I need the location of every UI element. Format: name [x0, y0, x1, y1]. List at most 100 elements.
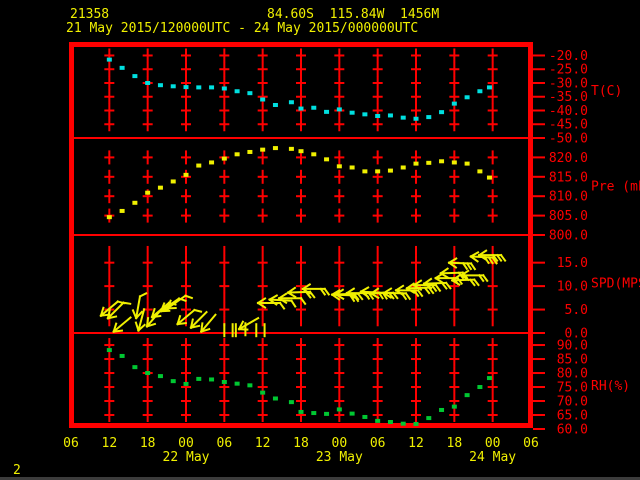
y-tick-label: 810.0: [549, 190, 588, 205]
temperature-point: [119, 65, 125, 70]
pressure-point: [234, 152, 240, 157]
y-tick-label: 70.0: [557, 395, 588, 410]
humidity-point: [311, 411, 317, 416]
pressure-axis-label: Pre (mb): [591, 180, 640, 195]
pressure-point: [336, 164, 342, 169]
wind-arrow: [176, 308, 203, 326]
pressure-point: [209, 160, 215, 165]
wind-arrow: [112, 316, 132, 334]
temperature-point: [426, 115, 432, 120]
pressure-point: [288, 146, 294, 151]
temperature-point: [413, 116, 419, 121]
wind-arrow: [106, 301, 132, 320]
hour-label: 12: [255, 436, 271, 451]
temperature-point: [439, 110, 445, 115]
humidity-point: [477, 385, 483, 390]
temperature-point: [196, 85, 202, 90]
x-axis: 06 12 18 00 06 12 18 00 06 12 18 00 06 22 May 23 May 24…: [63, 436, 539, 465]
wind-arrow-series: [99, 249, 507, 338]
humidity-point: [145, 371, 151, 376]
humidity-point: [234, 381, 240, 386]
y-tick-label: -45.0: [549, 118, 588, 133]
temperature-point: [209, 85, 215, 90]
pressure-point: [106, 215, 112, 220]
pressure-point: [362, 169, 368, 174]
humidity-point: [221, 379, 227, 384]
humidity-point: [132, 365, 138, 370]
hour-label: 06: [217, 436, 233, 451]
station-location: 84.60S 115.84W 1456M: [267, 7, 440, 22]
temperature-point: [375, 113, 381, 118]
wind-arrow: [477, 249, 507, 263]
pressure-point: [324, 157, 330, 162]
humidity-axis-label: RH(%): [591, 379, 630, 394]
hour-label: 06: [370, 436, 386, 451]
wind-arrow: [189, 310, 208, 330]
wind-arrow: [459, 269, 489, 283]
humidity-point: [260, 390, 266, 395]
temperature-point: [145, 80, 151, 85]
pressure-point: [451, 160, 457, 165]
pressure-point: [464, 161, 470, 166]
humidity-point: [375, 418, 381, 423]
humidity-point: [324, 411, 330, 416]
humidity-point: [336, 407, 342, 412]
humidity-point: [106, 348, 112, 353]
temperature-point: [170, 84, 176, 89]
hour-label: 00: [332, 436, 348, 451]
wind-arrow: [301, 283, 331, 296]
temperature-point: [288, 100, 294, 105]
y-tick-label: 815.0: [549, 170, 588, 185]
temperature-point: [272, 102, 278, 107]
pressure-point: [400, 165, 406, 170]
wind-arrow: [450, 274, 480, 287]
wind-arrow: [469, 250, 498, 265]
pressure-point: [145, 190, 151, 195]
pressure-point: [170, 179, 176, 184]
pressure-point: [298, 149, 304, 154]
wind-arrow: [394, 284, 424, 298]
wind-arrow: [256, 297, 286, 310]
y-tick-label: 15.0: [557, 256, 588, 271]
pressure-point: [183, 172, 189, 177]
y-tick-label: -40.0: [549, 104, 588, 119]
pressure-series: [106, 146, 492, 220]
humidity-point: [119, 353, 125, 358]
day-label: 24 May: [469, 450, 516, 465]
humidity-point: [196, 376, 202, 381]
hour-label: 06: [63, 436, 79, 451]
y-tick-label: -50.0: [549, 132, 588, 147]
temperature-point: [464, 95, 470, 100]
humidity-point: [170, 379, 176, 384]
hour-label: 06: [523, 436, 539, 451]
humidity-point: [272, 396, 278, 401]
hour-label: 12: [408, 436, 424, 451]
pressure-point: [375, 169, 381, 174]
y-tick-label: 60.0: [557, 423, 588, 438]
temperature-point: [234, 89, 240, 94]
wind-arrow: [434, 272, 464, 286]
station-id: 21358: [70, 7, 110, 22]
temperature-point: [183, 85, 189, 90]
wind-arrow: [447, 257, 477, 271]
pressure-point: [439, 159, 445, 164]
humidity-point: [413, 421, 419, 426]
pressure-point: [311, 152, 317, 157]
hour-label: 12: [102, 436, 118, 451]
temperature-point: [486, 85, 492, 90]
pressure-point: [260, 147, 266, 152]
pressure-point: [247, 149, 253, 154]
temperature-point: [477, 89, 483, 94]
pressure-point: [132, 200, 138, 205]
pressure-point: [486, 175, 492, 180]
y-tick-label: 75.0: [557, 381, 588, 396]
wind-arrow: [277, 292, 307, 306]
pressure-point: [196, 163, 202, 168]
temperature-point: [349, 110, 355, 115]
temperature-point: [311, 105, 317, 110]
right-axis: -20.0-25.0-30.0-35.0-40.0-45.0-50.0 T(C) 8…: [533, 49, 640, 438]
pressure-point: [349, 165, 355, 170]
y-tick-label: 0.0: [565, 327, 588, 342]
y-tick-label: 90.0: [557, 339, 588, 354]
y-tick-label: -20.0: [549, 49, 588, 64]
